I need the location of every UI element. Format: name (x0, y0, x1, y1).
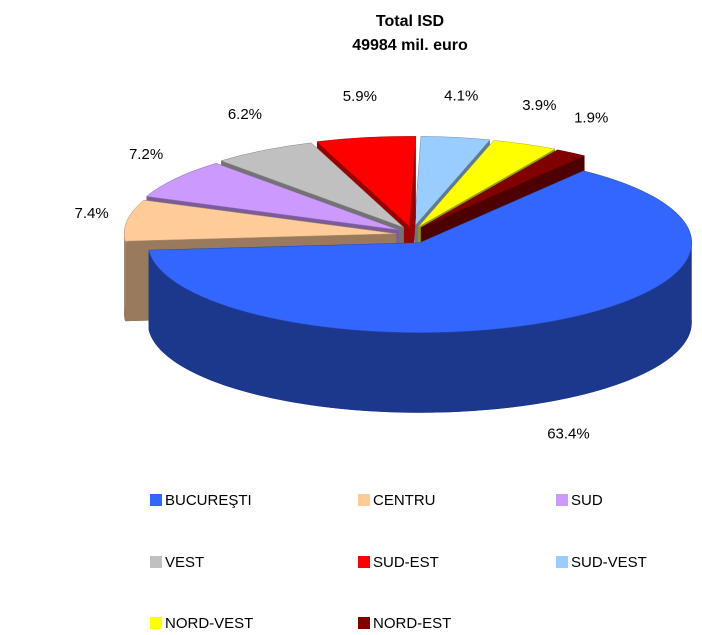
legend-swatch (358, 494, 370, 506)
slice-top (145, 163, 399, 231)
legend-label: CENTRU (373, 492, 436, 509)
slice-top (148, 170, 692, 333)
slice-top (123, 199, 397, 242)
legend-label: NORD-VEST (165, 615, 253, 632)
data-label: 7.2% (129, 146, 163, 163)
legend-label: SUD-VEST (571, 554, 647, 571)
data-label: 6.2% (228, 106, 262, 123)
data-label: 5.9% (343, 88, 377, 105)
legend-label: SUD (571, 492, 603, 509)
slice-top (418, 140, 556, 228)
legend-swatch (556, 556, 568, 568)
data-label: 4.1% (444, 88, 478, 105)
legend-swatch (150, 494, 162, 506)
data-label: 7.4% (75, 205, 109, 222)
chart-subtitle: 49984 mil. euro (352, 37, 468, 54)
slice-top (420, 149, 586, 228)
data-label: 63.4% (547, 426, 590, 443)
slice (148, 170, 692, 413)
legend-swatch (358, 556, 370, 568)
slice-top (414, 136, 491, 228)
slice-top (220, 142, 404, 228)
legend-label: VEST (165, 554, 204, 571)
data-label: 1.9% (574, 109, 608, 126)
legend-swatch (150, 556, 162, 568)
legend-label: NORD-EST (373, 615, 451, 632)
slice-side (124, 233, 126, 322)
legend-label: SUD-EST (373, 554, 439, 571)
legend-swatch (358, 617, 370, 629)
legend-swatch (556, 494, 568, 506)
slice-side (148, 242, 692, 413)
legend-swatch (150, 617, 162, 629)
legend-label: BUCUREŞTI (165, 492, 252, 509)
slice-top (316, 136, 417, 227)
data-label: 3.9% (522, 97, 556, 114)
chart-title: Total ISD (376, 13, 444, 30)
